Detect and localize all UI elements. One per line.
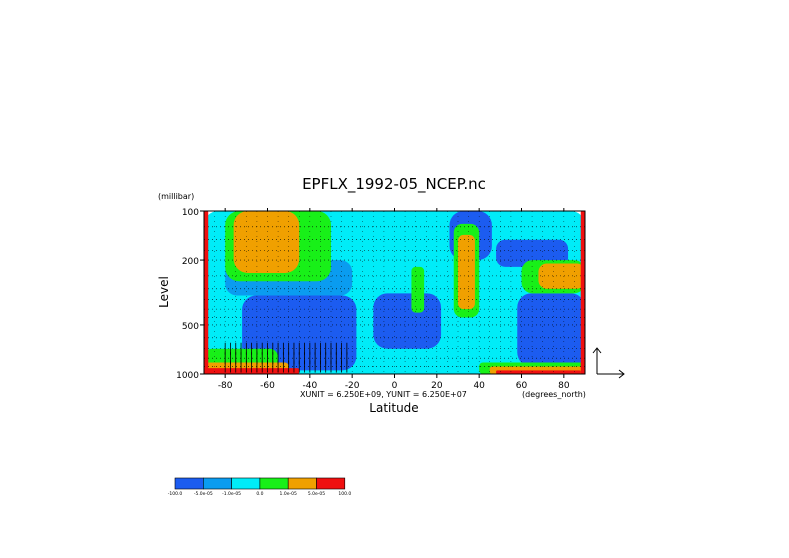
colorbar-swatch-5 [316,477,346,490]
contour-region-8 [233,211,300,273]
colorbar-swatch-2 [231,477,261,490]
colorbar-swatch-4 [287,477,317,490]
x-tick-label-6: 40 [473,381,485,391]
x-axis: -80 -60 -40 -20 0 20 40 60 80 [218,208,570,391]
contour-region-16 [496,370,581,374]
x-tick-label-0: -80 [218,381,233,391]
colorbar-label-3: 0.0 [256,491,263,497]
contour-region-2 [373,293,442,349]
vector-field [224,342,348,373]
colorbar-swatch-0 [174,477,204,490]
y-tick-label-3: 1000 [176,371,199,381]
y-axis-label: Level [157,276,171,308]
colorbar-label-5: 5.0e-05 [308,491,325,497]
contour-region-11 [411,266,425,313]
x-tick-label-7: 60 [516,381,528,391]
x-tick-label-5: 20 [431,381,443,391]
colorbar-swatch-1 [203,477,232,490]
colorbar: -100.0 -5.0e-05 -1.0e-05 0.0 1.0e-05 5.0e-05 1… [168,477,351,497]
colorbar-swatch-3 [259,477,289,490]
unit-note: XUNIT = 6.250E+09, YUNIT = 6.250E+07 [300,390,467,399]
colorbar-label-1: -5.0e-05 [194,491,213,497]
x-tick-label-8: 80 [558,381,570,391]
x-axis-label: Latitude [369,401,418,415]
x-tick-label-4: 0 [392,381,398,391]
reference-vector [592,347,625,379]
contour-region-21 [580,211,585,374]
contour-region-20 [204,211,209,374]
x-tick-label-2: -40 [302,381,317,391]
y-tick-label-2: 500 [182,322,199,332]
colorbar-label-0: -100.0 [168,491,183,497]
y-tick-label-0: 100 [182,208,199,218]
contour-fill [204,211,585,374]
y-units-label: (millibar) [158,192,194,201]
colorbar-label-2: -1.0e-05 [222,491,241,497]
contour-region-5 [517,293,585,367]
y-tick-label-1: 200 [182,257,199,267]
x-tick-label-3: -20 [345,381,360,391]
contour-region-4 [496,239,569,267]
x-units-label: (degrees_north) [522,390,586,399]
contour-region-10 [458,234,475,310]
y-axis: 100 200 500 1000 [176,208,204,381]
contour-region-13 [538,263,585,289]
chart-title: EPFLX_1992-05_NCEP.nc [302,175,486,194]
colorbar-label-4: 1.0e-05 [280,491,297,497]
colorbar-label-6: 100.0 [338,491,351,497]
x-tick-label-1: -60 [260,381,275,391]
